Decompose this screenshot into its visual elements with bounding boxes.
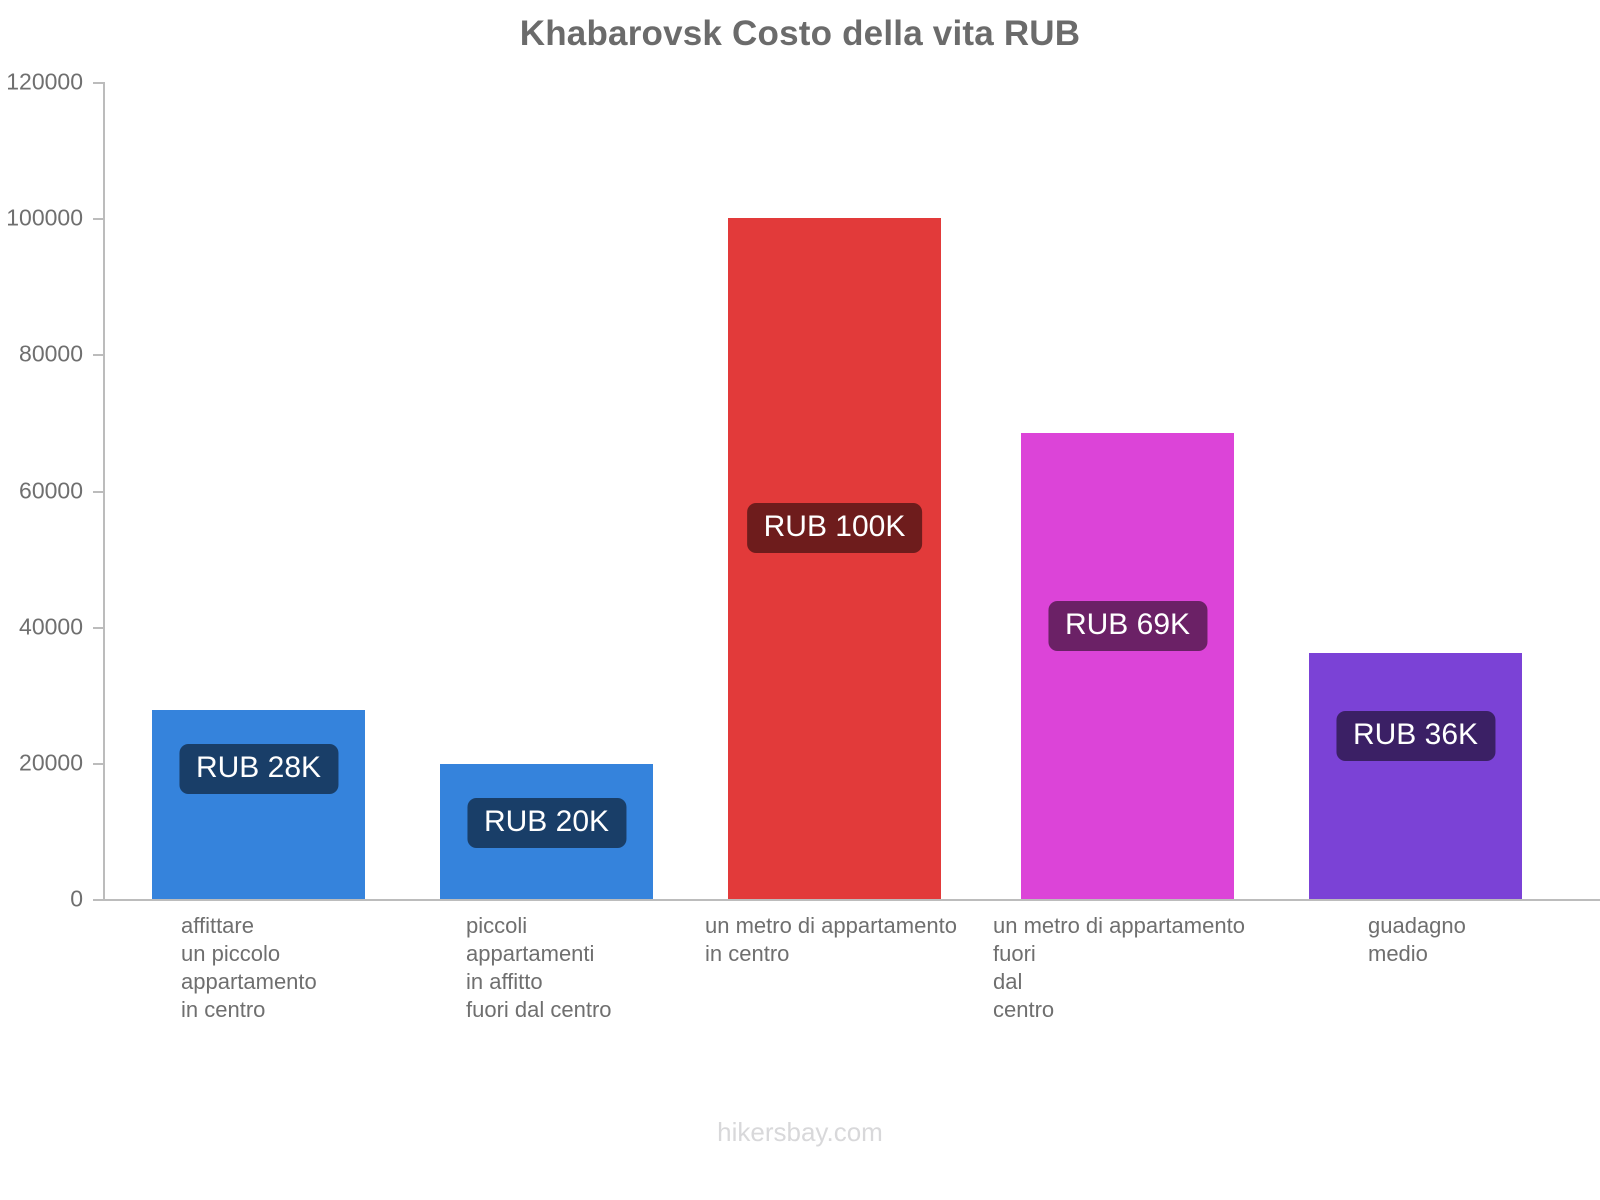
- bar-value-label: RUB 100K: [746, 503, 923, 554]
- x-axis-label-line: fuori: [993, 941, 1036, 967]
- x-axis-label-1: piccoli appartamenti in affitto fuori da…: [466, 912, 612, 1025]
- y-tick-mark-0: [93, 899, 103, 901]
- x-axis-line: [93, 899, 1600, 901]
- y-tick-label-120000: 120000: [6, 68, 83, 95]
- x-axis-label-line: in centro: [181, 997, 266, 1023]
- x-axis-label-line: guadagno: [1368, 913, 1466, 938]
- x-axis-label-line: un piccolo: [181, 941, 281, 967]
- watermark: hikersbay.com: [717, 1117, 883, 1147]
- bar-piccoli-appartamenti-in-affitto-fuori-dal-centro[interactable]: RUB 20K: [440, 764, 653, 899]
- x-axis-label-0: affittare un piccolo appartamento in cen…: [181, 912, 317, 1025]
- bar-un-metro-di-appartamento-fuori-dal-centro[interactable]: RUB 69K: [1021, 432, 1234, 899]
- x-axis-label-3: un metro di appartamento fuori dal centr…: [993, 912, 1245, 1025]
- y-tick-mark-40000: [93, 627, 103, 629]
- x-axis-label-line: piccoli: [466, 913, 528, 938]
- x-axis-label-line: in centro: [705, 941, 790, 967]
- x-axis-label-line: appartamenti: [466, 941, 595, 967]
- x-axis-label-line: centro: [993, 997, 1055, 1023]
- x-axis-label-4: guadagno medio: [1368, 912, 1466, 968]
- x-axis-label-line: dal: [993, 969, 1023, 995]
- y-tick-mark-80000: [93, 354, 103, 356]
- bar-value-label: RUB 20K: [466, 798, 627, 849]
- y-tick-label-20000: 20000: [19, 749, 83, 776]
- x-axis-label-line: in affitto: [466, 969, 543, 995]
- y-tick-label-100000: 100000: [6, 204, 83, 231]
- y-tick-label-40000: 40000: [19, 613, 83, 640]
- bar-affittare-un-piccolo-appartamento-in-centro[interactable]: RUB 28K: [152, 709, 365, 899]
- x-axis-label-line: un metro di appartamento: [993, 913, 1245, 938]
- y-tick-mark-100000: [93, 218, 103, 220]
- plot-area: 0 20000 40000 60000 80000 100000 120000 …: [6, 69, 1600, 912]
- bar-value-label: RUB 28K: [178, 743, 339, 794]
- y-tick-label-80000: 80000: [19, 340, 83, 367]
- bar-value-label: RUB 69K: [1047, 600, 1208, 651]
- x-axis-label-line: appartamento: [181, 969, 317, 995]
- x-axis-label-line: affittare: [181, 913, 254, 938]
- bar-un-metro-di-appartamento-in-centro[interactable]: RUB 100K: [728, 218, 941, 899]
- x-axis-label-line: medio: [1368, 941, 1428, 967]
- x-axis-label-line: fuori dal centro: [466, 997, 612, 1023]
- x-axis-label-line: un metro di appartamento: [705, 913, 957, 938]
- page-title: Khabarovsk Costo della vita RUB: [519, 14, 1081, 53]
- y-tick-mark-60000: [93, 491, 103, 493]
- y-tick-mark-20000: [93, 763, 103, 765]
- y-tick-label-60000: 60000: [19, 477, 83, 504]
- bar-guadagno-medio[interactable]: RUB 36K: [1309, 652, 1522, 899]
- y-tick-label-0: 0: [70, 885, 83, 912]
- x-axis-label-2: un metro di appartamento in centro: [705, 912, 957, 968]
- y-axis-line: [103, 82, 105, 899]
- bar-value-label: RUB 36K: [1335, 710, 1496, 761]
- y-tick-mark-120000: [93, 82, 103, 84]
